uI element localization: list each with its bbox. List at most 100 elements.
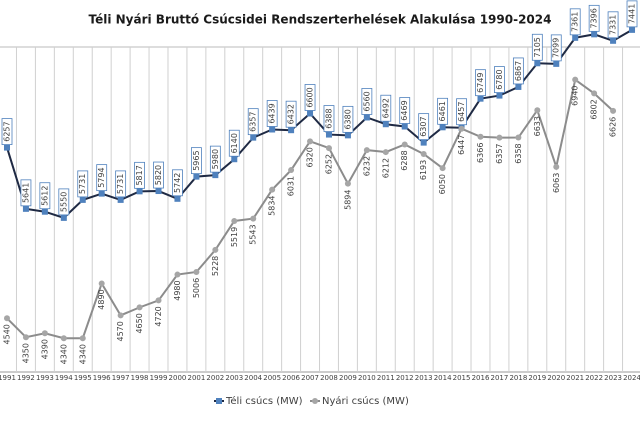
data-label: 6063 (552, 173, 561, 193)
label-box (285, 100, 297, 128)
data-label: 6469 (400, 100, 409, 120)
data-label: 6050 (438, 174, 447, 194)
x-tick-label: 2021 (566, 374, 584, 382)
label-box (494, 66, 505, 93)
legend-marker (216, 398, 222, 404)
x-tick-label: 2008 (320, 374, 338, 382)
point (41, 330, 48, 337)
label-box (20, 179, 32, 207)
point (4, 315, 10, 322)
point (288, 127, 295, 134)
x-tick-label: 2015 (453, 374, 471, 382)
data-label: 6867 (514, 61, 523, 81)
x-tick-label: 2013 (415, 374, 433, 382)
label-box (512, 57, 524, 85)
data-label: 4340 (59, 344, 68, 364)
label-box (437, 97, 449, 125)
series-line (6, 29, 633, 220)
point (534, 107, 541, 114)
data-label: 6492 (381, 98, 390, 118)
label-box (361, 88, 373, 115)
data-label: 4340 (78, 344, 87, 364)
data-label: 4980 (173, 280, 182, 300)
data-label: 6461 (438, 101, 447, 121)
data-label: 5742 (173, 173, 182, 193)
x-tick-label: 2002 (206, 374, 224, 382)
label-box (172, 169, 183, 197)
point (572, 34, 579, 41)
label-box (39, 182, 51, 210)
legend-marker (312, 398, 318, 404)
data-label: 7099 (552, 38, 561, 58)
point (401, 123, 408, 130)
x-tick-label: 2006 (282, 374, 300, 382)
data-label: 5641 (21, 183, 30, 203)
point (458, 125, 465, 132)
point (269, 186, 276, 193)
data-label: 6388 (324, 108, 333, 128)
data-label: 5794 (97, 167, 106, 187)
point (98, 190, 105, 197)
label-box (550, 34, 562, 62)
x-tick-label: 2014 (434, 374, 452, 382)
label-box (418, 113, 430, 141)
data-label: 7105 (533, 37, 542, 57)
point (155, 188, 162, 195)
data-label: 5543 (249, 224, 258, 244)
data-label: 6288 (400, 150, 409, 170)
point (79, 335, 86, 342)
x-tick-label: 2023 (604, 374, 622, 382)
point (288, 167, 295, 174)
point (136, 304, 143, 311)
label-box (58, 188, 70, 216)
label-box (153, 161, 164, 189)
label-box (266, 100, 278, 127)
data-label: 5980 (211, 149, 220, 169)
point (477, 133, 484, 140)
data-label: 6380 (343, 109, 352, 129)
x-tick-label: 2016 (472, 374, 490, 382)
data-label: 4650 (135, 313, 144, 333)
data-label: 5965 (192, 150, 201, 170)
point (117, 312, 124, 319)
label-box (342, 105, 354, 133)
data-label: 6232 (362, 156, 371, 176)
point (250, 134, 257, 141)
data-label: 6212 (381, 158, 390, 178)
point (420, 139, 427, 146)
x-tick-label: 1997 (112, 374, 130, 382)
label-box (607, 11, 619, 39)
point (363, 147, 370, 154)
x-tick-label: 1996 (93, 374, 111, 382)
chart-title: Téli Nyári Bruttó Csúcsidei Rendszerterh… (89, 13, 552, 27)
point (572, 76, 579, 83)
point (231, 217, 238, 224)
point (212, 246, 219, 253)
point (269, 126, 276, 133)
point (553, 60, 560, 67)
legend-label: Téli csúcs (MW) (225, 395, 303, 407)
point (231, 156, 238, 163)
data-label: 4890 (97, 289, 106, 309)
x-tick-label: 2022 (585, 374, 603, 382)
label-box (1, 118, 13, 145)
data-label: 6031 (287, 176, 296, 196)
x-tick-label: 2017 (491, 374, 509, 382)
point (591, 31, 598, 38)
point (363, 114, 370, 121)
point (534, 60, 541, 67)
point (515, 134, 522, 141)
data-label: 6257 (3, 121, 12, 141)
label-box (588, 4, 600, 32)
point (515, 83, 522, 90)
x-tick-label: 2018 (509, 374, 527, 382)
data-label: 6357 (495, 143, 504, 163)
data-label: 6358 (514, 143, 523, 163)
data-label: 6432 (287, 104, 296, 124)
point (496, 92, 503, 99)
data-label: 6560 (362, 91, 371, 111)
data-label: 6447 (457, 135, 466, 155)
data-label: 5731 (78, 174, 87, 194)
legend-label: Nyári csúcs (MW) (322, 395, 409, 407)
